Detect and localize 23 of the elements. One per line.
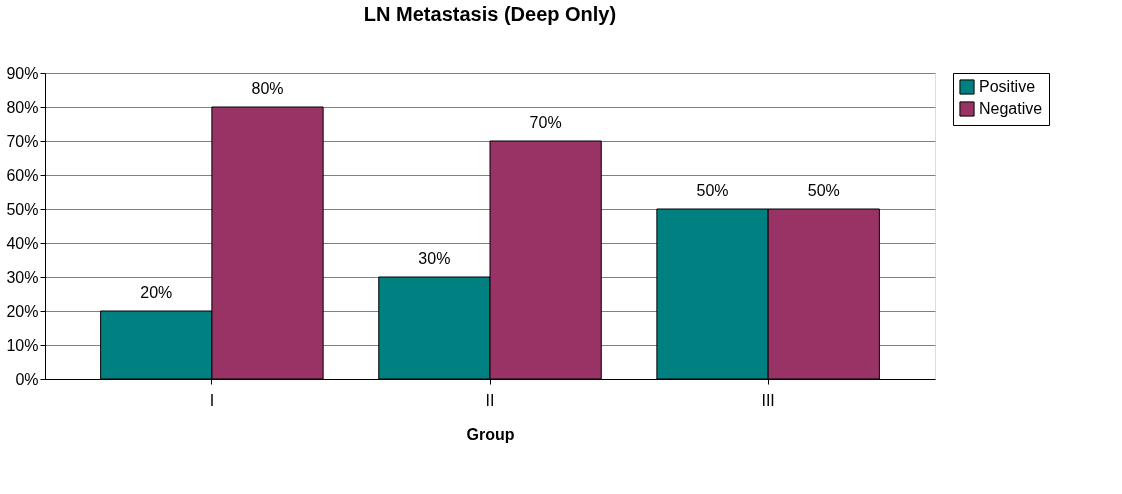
y-tick-label: 0% xyxy=(15,370,39,388)
y-tick-label: 90% xyxy=(6,64,39,82)
y-tick-label: 30% xyxy=(6,268,39,286)
data-label: 30% xyxy=(418,250,451,267)
legend-label: Negative xyxy=(979,100,1043,117)
y-tick-label: 70% xyxy=(6,132,39,150)
data-label: 20% xyxy=(140,284,173,301)
chart-title: LN Metastasis (Deep Only) xyxy=(363,3,617,25)
x-tick-label: II xyxy=(485,391,495,409)
data-label: 80% xyxy=(251,80,284,97)
x-axis-title: Group xyxy=(466,425,515,443)
y-tick-label: 50% xyxy=(6,200,39,218)
y-tick-label: 80% xyxy=(6,98,39,116)
y-tick-label: 20% xyxy=(6,302,39,320)
y-tick-label: 40% xyxy=(6,234,39,252)
data-label: 50% xyxy=(696,182,729,199)
y-tick-label: 10% xyxy=(6,336,39,354)
data-label: 70% xyxy=(529,114,562,131)
legend-label: Positive xyxy=(979,78,1036,95)
data-label: 50% xyxy=(807,182,840,199)
x-tick-label: III xyxy=(761,391,775,409)
x-tick-label: I xyxy=(209,391,215,409)
y-tick-label: 60% xyxy=(6,166,39,184)
